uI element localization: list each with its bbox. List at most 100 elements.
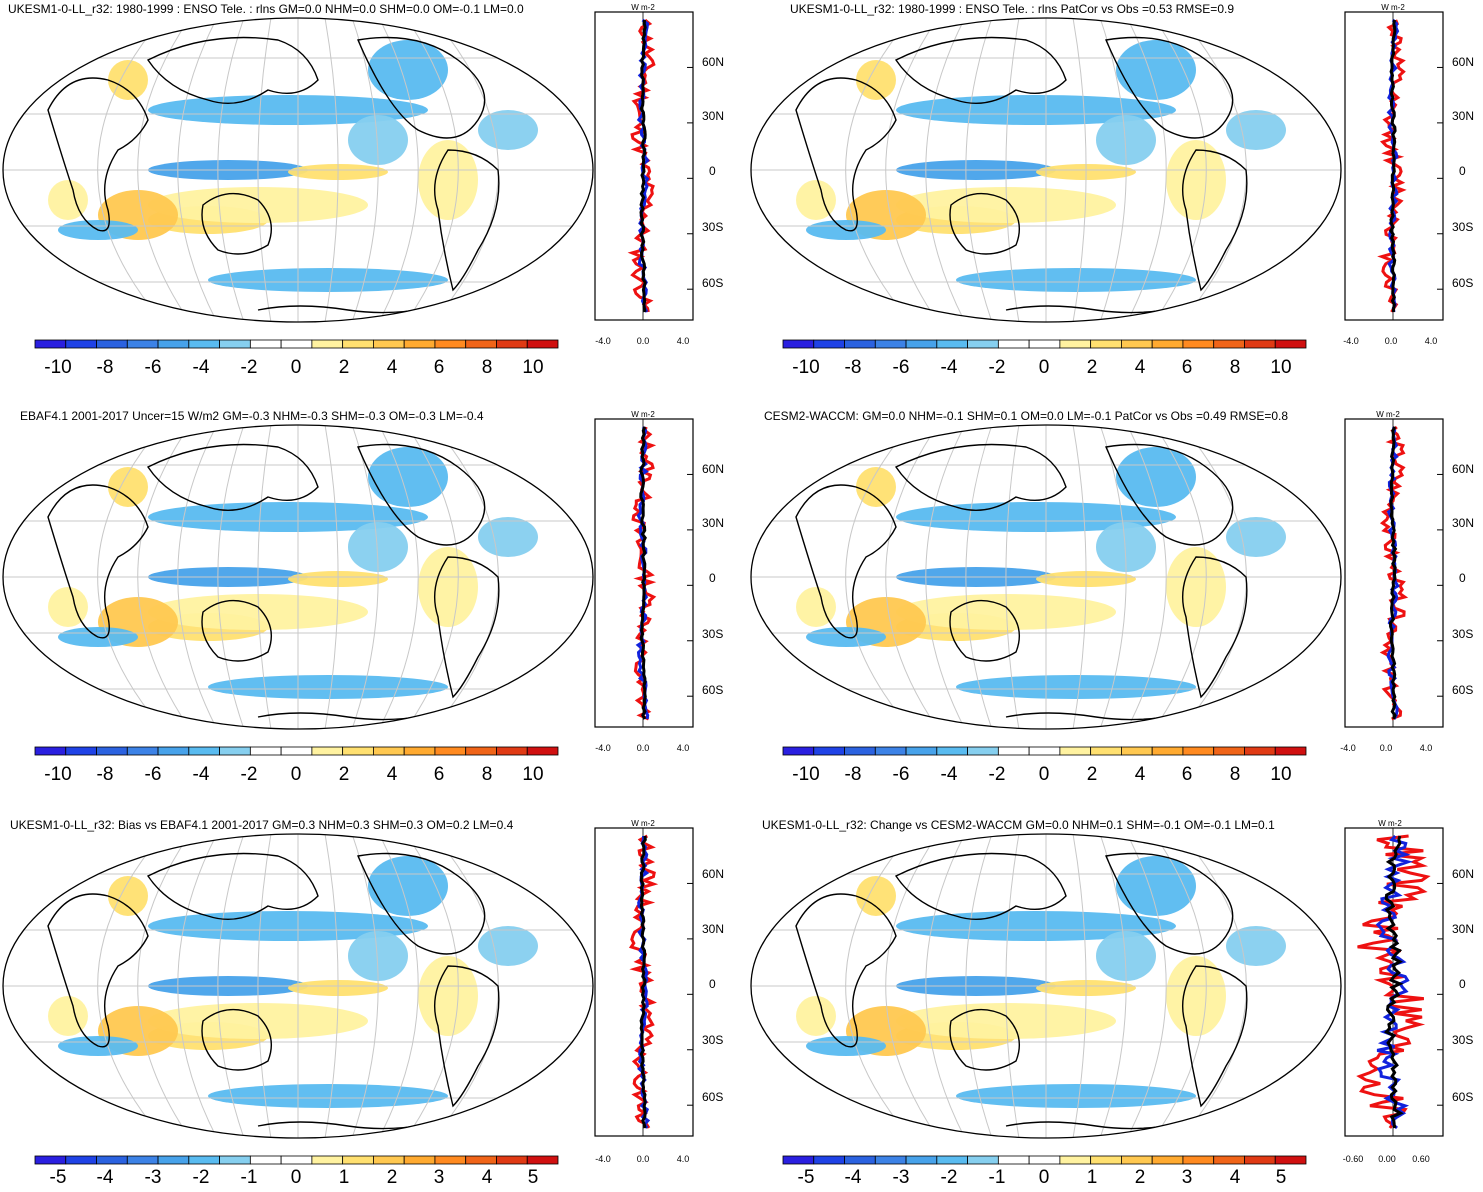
colorbar-swatch: [434, 339, 467, 349]
panel-5-profile-labels: W m-2 60N 30N 0 30S 60S -4.0 0.0 4.0: [595, 819, 724, 1164]
colorbar-label: 6: [1182, 357, 1193, 378]
panel-3-map: [3, 425, 593, 729]
colorbar-swatch: [997, 339, 1030, 349]
profile-series-black: [639, 19, 647, 313]
profile-lat-tick: 30S: [1452, 627, 1473, 641]
profile-lat-tick: 30S: [702, 220, 723, 234]
profile-lat-tick: 30S: [702, 627, 723, 641]
profile-x-tick: -4.0: [1343, 336, 1359, 346]
colorbar-label: 8: [1230, 357, 1241, 378]
panel-3-colorbar: [34, 746, 559, 756]
profile-x-tick: -4.0: [1340, 743, 1356, 753]
profile-x-tick: 4.0: [1420, 743, 1433, 753]
colorbar-swatch: [34, 1155, 67, 1165]
colorbar-swatch: [34, 746, 67, 756]
colorbar-swatch: [905, 746, 938, 756]
colorbar-label: 10: [1270, 764, 1291, 785]
colorbar-swatch: [126, 1155, 159, 1165]
panel-6-profile-labels: W m-2 60N 30N 0 30S 60S -0.60 0.00 0.60: [1343, 819, 1474, 1164]
profile-lat-tick: 0: [1459, 164, 1466, 178]
colorbar-label: 2: [339, 357, 350, 378]
colorbar-swatch: [1151, 1155, 1184, 1165]
colorbar-label: 8: [1230, 764, 1241, 785]
profile-lat-tick: 60N: [1452, 867, 1474, 881]
colorbar-swatch: [126, 746, 159, 756]
colorbar-swatch: [188, 339, 220, 349]
colorbar-label: 5: [528, 1167, 539, 1187]
profile-lat-tick: 60S: [702, 1090, 723, 1104]
colorbar-label: 8: [482, 764, 493, 785]
colorbar-label: -1: [241, 1167, 258, 1187]
profile-lat-tick: 60S: [702, 276, 723, 290]
panel-5-title: UKESM1-0-LL_r32: Bias vs EBAF4.1 2001-20…: [10, 818, 514, 832]
colorbar-swatch: [1028, 339, 1061, 349]
colorbar-swatch: [1121, 746, 1153, 756]
colorbar-swatch: [1213, 339, 1245, 349]
panel-2: UKESM1-0-LL_r32: 1980-1999 : ENSO Tele. …: [751, 2, 1474, 378]
colorbar-swatch: [844, 746, 876, 756]
colorbar-swatch: [65, 339, 97, 349]
colorbar-swatch: [1121, 1155, 1153, 1165]
panel-2-map: [751, 18, 1341, 322]
colorbar-swatch: [34, 339, 67, 349]
colorbar-swatch: [936, 746, 968, 756]
profile-series-black: [639, 426, 647, 720]
colorbar-swatch: [311, 1155, 344, 1165]
colorbar-swatch: [311, 339, 344, 349]
colorbar-swatch: [403, 1155, 436, 1165]
colorbar-swatch: [373, 746, 405, 756]
panel-2-title: UKESM1-0-LL_r32: 1980-1999 : ENSO Tele. …: [790, 2, 1234, 16]
colorbar-label: -4: [97, 1167, 114, 1187]
colorbar-swatch: [905, 1155, 938, 1165]
panel-4-profile-labels: W m-2 60N 30N 0 30S 60S -4.0 0.0 4.0: [1340, 410, 1474, 753]
panel-3-profile: [594, 418, 694, 728]
colorbar-swatch: [1151, 746, 1184, 756]
colorbar-swatch: [157, 746, 190, 756]
panel-4: CESM2-WACCM: GM=0.0 NHM=-0.1 SHM=0.1 OM=…: [751, 409, 1474, 785]
colorbar-swatch: [373, 339, 405, 349]
panel-6-colorbar: [782, 1155, 1307, 1165]
colorbar-swatch: [526, 1155, 559, 1165]
colorbar-label: 6: [434, 357, 445, 378]
colorbar-label: -6: [145, 357, 162, 378]
colorbar-label: 0: [291, 764, 302, 785]
colorbar-swatch: [1274, 746, 1307, 756]
colorbar-label: -8: [845, 764, 862, 785]
profile-unit-label: W m-2: [631, 819, 655, 828]
colorbar-label: -4: [941, 357, 958, 378]
panel-5-colorbar: [34, 1155, 559, 1165]
colorbar-label: -2: [193, 1167, 210, 1187]
colorbar-swatch: [465, 1155, 497, 1165]
colorbar-swatch: [249, 1155, 282, 1165]
profile-lat-tick: 0: [709, 571, 716, 585]
colorbar-label: 0: [1039, 1167, 1050, 1187]
colorbar-label: 4: [1230, 1167, 1241, 1187]
colorbar-swatch: [1121, 339, 1153, 349]
panel-3-profile-labels: W m-2 60N 30N 0 30S 60S -4.0 0.0 4.0: [595, 410, 724, 753]
profile-lat-tick: 30N: [702, 516, 724, 530]
profile-lat-tick: 60S: [702, 683, 723, 697]
profile-x-tick: 0.0: [637, 743, 650, 753]
colorbar-swatch: [157, 339, 190, 349]
colorbar-label: -2: [941, 1167, 958, 1187]
colorbar-swatch: [1090, 1155, 1122, 1165]
profile-lat-tick: 0: [1459, 571, 1466, 585]
colorbar-label: 2: [1135, 1167, 1146, 1187]
colorbar-swatch: [496, 339, 528, 349]
profile-series-black: [1388, 426, 1398, 720]
profile-series-black: [1389, 19, 1397, 313]
colorbar-swatch: [1182, 1155, 1215, 1165]
profile-x-tick: 0.0: [637, 336, 650, 346]
colorbar-swatch: [96, 746, 128, 756]
colorbar-swatch: [936, 1155, 968, 1165]
profile-lat-tick: 30S: [702, 1033, 723, 1047]
panel-6-map: [751, 834, 1341, 1138]
panel-2-profile: [1344, 11, 1444, 321]
colorbar-label: -10: [792, 764, 819, 785]
profile-x-tick: 0.0: [1385, 336, 1398, 346]
colorbar-swatch: [496, 1155, 528, 1165]
colorbar-swatch: [65, 746, 97, 756]
colorbar-swatch: [403, 339, 436, 349]
panel-1: UKESM1-0-LL_r32: 1980-1999 : ENSO Tele. …: [3, 2, 724, 378]
